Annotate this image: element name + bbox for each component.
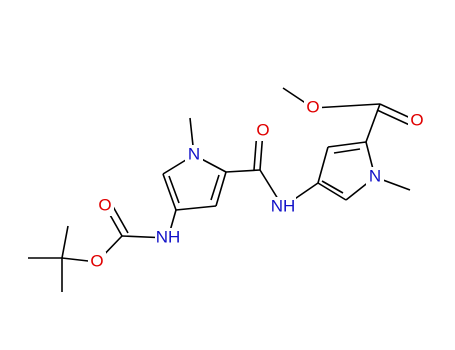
atom-label: O — [256, 120, 269, 139]
atom-labels: O O N NH O N NH O O — [88, 97, 426, 272]
atom-label: O — [306, 97, 319, 116]
atom-label: O — [410, 110, 423, 129]
bonds — [28, 87, 418, 292]
atom-label: NH — [271, 196, 296, 215]
atom-label: NH — [156, 227, 181, 246]
atom-label: O — [90, 251, 103, 270]
atom-label: O — [98, 195, 111, 214]
atom-label: N — [188, 144, 200, 163]
atom-label: N — [369, 166, 381, 185]
